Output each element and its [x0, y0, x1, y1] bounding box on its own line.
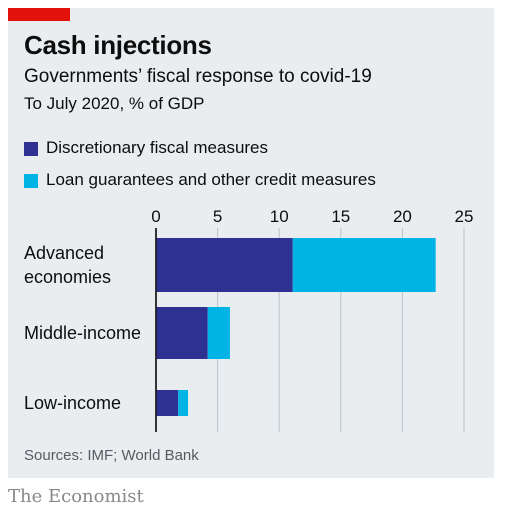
legend-label-loan-guarantees: Loan guarantees and other credit measure… [46, 170, 376, 189]
chart-subtitle: Governments’ fiscal response to covid-19 [24, 66, 372, 87]
category-label-low-income: Low-income [24, 391, 121, 415]
category-label-line: Low-income [24, 393, 122, 413]
legend-label-discretionary: Discretionary fiscal measures [46, 138, 269, 157]
bar-middle-income-series-0 [156, 307, 208, 359]
category-label-line: Advanced [24, 243, 105, 263]
bar-low-income-series-0 [156, 390, 179, 416]
category-label-middle-income: Middle-income [24, 321, 141, 345]
x-tick-label-20: 20 [393, 207, 412, 226]
legend-swatch-discretionary [24, 142, 38, 156]
x-tick-label-10: 10 [270, 207, 289, 226]
bar-advanced-economies-series-0 [156, 238, 293, 292]
economist-logo: The Economist [8, 486, 144, 507]
x-tick-label-5: 5 [213, 207, 222, 226]
source-note: Sources: IMF; World Bank [24, 447, 199, 464]
bar-middle-income-series-1 [207, 307, 230, 359]
category-label-advanced-economies: Advanced economies [24, 241, 111, 289]
unit-note: To July 2020, % of GDP [24, 94, 205, 113]
brand-red-bar [8, 8, 70, 21]
bar-low-income-series-1 [178, 390, 189, 416]
bar-advanced-economies-series-1 [292, 238, 436, 292]
category-label-line: Middle-income [24, 323, 142, 343]
chart-title: Cash injections [24, 30, 212, 60]
legend-swatch-loan-guarantees [24, 174, 38, 188]
x-tick-label-15: 15 [331, 207, 350, 226]
x-tick-label-0: 0 [151, 207, 160, 226]
x-tick-label-25: 25 [455, 207, 474, 226]
category-label-line: economies [24, 267, 112, 287]
